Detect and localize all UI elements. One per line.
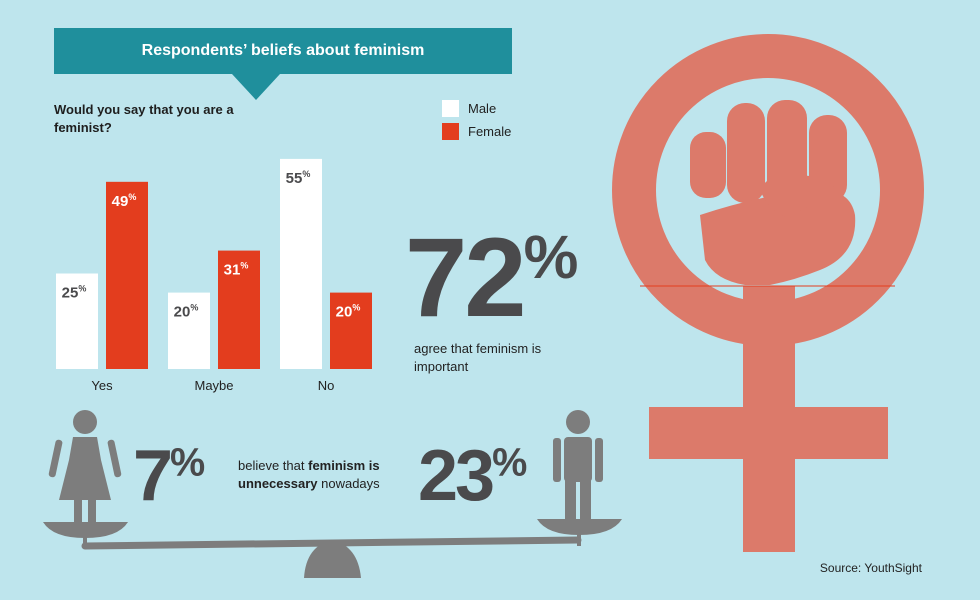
- bar-female-maybe: [218, 250, 260, 369]
- scale-icon: [43, 519, 622, 578]
- category-label-yes: Yes: [91, 378, 113, 393]
- chart-question: Would you say that you are a feminist?: [54, 102, 234, 135]
- bar-label-male-no: 55%: [286, 169, 311, 187]
- venus-fist-icon: [612, 34, 924, 552]
- bar-female-yes: [106, 181, 148, 369]
- legend-label-female: Female: [468, 123, 512, 139]
- bar-label-female-yes: 49%: [112, 192, 137, 210]
- bar-male-yes: [56, 273, 98, 369]
- stat-female-unnecessary: 7%: [133, 436, 206, 516]
- bar-female-no: [330, 292, 372, 369]
- bar-label-female-no: 20%: [336, 303, 361, 321]
- stat-important-caption: agree that feminism is important: [414, 341, 542, 374]
- stat-important-value: 72%: [405, 215, 579, 340]
- legend-label-male: Male: [468, 100, 497, 116]
- bar-label-female-maybe: 31%: [224, 261, 249, 279]
- category-label-no: No: [318, 378, 335, 393]
- source-note: Source: YouthSight: [819, 561, 922, 575]
- banner-title: Respondents’ beliefs about feminism: [141, 42, 425, 59]
- category-label-maybe: Maybe: [194, 378, 233, 393]
- legend-item-female: Female: [442, 121, 511, 141]
- chart-legend: Male Female: [442, 98, 511, 144]
- bar-chart: 25% 49% Yes 20% 31% Maybe 55% 20% No: [56, 158, 372, 393]
- male-figure-icon: [553, 410, 603, 520]
- legend-swatch-male: [442, 99, 459, 117]
- female-figure-icon: [48, 410, 122, 522]
- stat-unnecessary-caption: believe that feminism is unnecessary now…: [238, 458, 380, 491]
- chart-banner: Respondents’ beliefs about feminism: [54, 28, 512, 74]
- bar-label-male-yes: 25%: [62, 284, 87, 302]
- legend-swatch-female: [442, 122, 459, 140]
- banner-pointer: [232, 74, 280, 100]
- bar-male-no: [280, 158, 322, 369]
- bar-label-male-maybe: 20%: [174, 303, 199, 321]
- bar-male-maybe: [168, 292, 210, 369]
- stat-male-unnecessary: 23%: [418, 436, 528, 516]
- legend-item-male: Male: [442, 98, 511, 118]
